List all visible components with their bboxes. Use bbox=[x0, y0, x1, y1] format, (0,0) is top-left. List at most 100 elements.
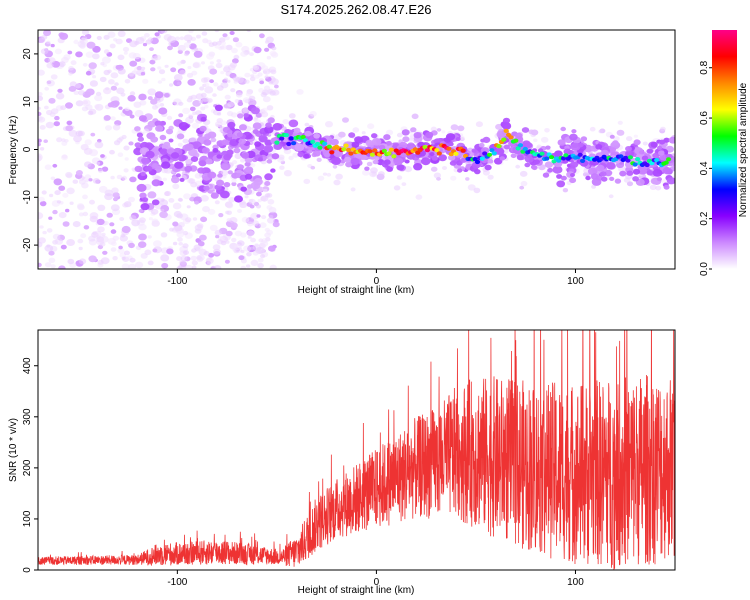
spectral-point bbox=[457, 125, 465, 132]
spectral-point bbox=[204, 86, 214, 94]
spectral-point bbox=[354, 136, 363, 144]
spectral-point bbox=[209, 61, 214, 65]
spectral-point bbox=[134, 66, 143, 74]
spectral-point bbox=[111, 241, 117, 246]
spectral-point bbox=[82, 194, 88, 200]
spectral-point bbox=[237, 101, 244, 106]
spectral-point bbox=[119, 235, 128, 242]
spectral-point bbox=[105, 87, 110, 91]
spectral-point bbox=[207, 208, 216, 215]
spectral-point bbox=[412, 147, 418, 152]
spectral-point bbox=[250, 107, 260, 115]
spectral-point bbox=[182, 107, 191, 115]
spectral-point bbox=[502, 117, 511, 124]
spectral-point bbox=[196, 34, 201, 39]
spectral-point bbox=[159, 211, 168, 219]
y-tick-label: 200 bbox=[22, 459, 33, 476]
spectral-point bbox=[204, 104, 209, 109]
spectral-point bbox=[552, 165, 563, 174]
spectral-point bbox=[172, 241, 178, 246]
spectral-point bbox=[272, 221, 280, 228]
spectral-point bbox=[206, 53, 215, 60]
spectral-point bbox=[110, 85, 117, 91]
spectral-point bbox=[184, 143, 194, 151]
spectral-point bbox=[595, 144, 603, 150]
spectral-point bbox=[220, 169, 229, 176]
spectral-point bbox=[75, 130, 83, 137]
spectral-point bbox=[186, 98, 192, 103]
colorbar-ticks: 0.0 0.2 0.4 0.6 0.8 bbox=[699, 60, 712, 276]
spectral-point bbox=[74, 83, 82, 89]
spectral-point bbox=[235, 41, 243, 48]
spectral-point bbox=[46, 109, 53, 116]
spectral-point bbox=[225, 44, 233, 51]
spectral-point bbox=[138, 233, 147, 241]
spectral-point bbox=[510, 153, 517, 159]
spectral-point bbox=[226, 136, 233, 141]
spectral-point bbox=[142, 197, 149, 203]
spectral-point bbox=[625, 162, 631, 168]
spectral-point bbox=[612, 140, 619, 146]
spectral-point bbox=[136, 132, 143, 138]
spectral-point bbox=[46, 228, 53, 233]
spectral-point bbox=[201, 61, 205, 65]
spectral-point bbox=[367, 149, 373, 154]
spectral-point bbox=[65, 125, 73, 132]
y-tick-label: 0 bbox=[22, 567, 33, 573]
spectral-point bbox=[273, 142, 283, 150]
spectral-point bbox=[201, 77, 208, 83]
spectral-point bbox=[365, 139, 374, 146]
spectral-point bbox=[460, 157, 467, 163]
spectral-point bbox=[183, 193, 191, 200]
spectral-point bbox=[240, 265, 247, 269]
spectral-point bbox=[43, 139, 48, 143]
spectral-point bbox=[78, 90, 85, 96]
spectral-point bbox=[268, 245, 276, 252]
spectral-point bbox=[465, 177, 470, 181]
spectral-point bbox=[144, 249, 152, 256]
spectral-point bbox=[139, 100, 147, 106]
spectral-point bbox=[161, 161, 171, 169]
spectral-point bbox=[625, 158, 631, 163]
spectral-point bbox=[45, 121, 55, 129]
spectral-point bbox=[207, 131, 217, 139]
spectral-point bbox=[350, 157, 360, 166]
spectral-point bbox=[110, 116, 116, 121]
spectral-point bbox=[221, 41, 226, 46]
spectral-point bbox=[199, 234, 207, 241]
spectral-point bbox=[533, 138, 538, 143]
spectral-point bbox=[94, 94, 103, 102]
spectral-point bbox=[214, 30, 220, 33]
spectral-point bbox=[153, 240, 162, 248]
spectral-point bbox=[183, 42, 191, 48]
spectral-point bbox=[142, 42, 148, 47]
x-tick-label: -100 bbox=[167, 276, 187, 287]
spectral-point bbox=[378, 144, 386, 150]
spectral-point bbox=[601, 176, 608, 182]
spectral-point bbox=[545, 145, 551, 150]
spectral-point bbox=[117, 54, 125, 61]
spectral-point bbox=[343, 143, 349, 148]
spectral-point bbox=[361, 131, 366, 135]
spectral-point bbox=[225, 230, 233, 237]
spectral-point bbox=[176, 133, 185, 140]
spectral-point bbox=[122, 202, 129, 208]
spectral-point bbox=[202, 206, 210, 213]
spectral-point bbox=[570, 173, 575, 177]
spectral-point bbox=[65, 171, 73, 178]
spectral-point bbox=[391, 154, 397, 159]
spectral-point bbox=[252, 122, 262, 130]
spectral-point bbox=[38, 111, 42, 117]
spectral-point bbox=[269, 90, 276, 96]
spectral-point bbox=[641, 155, 649, 161]
y-tick-label: -10 bbox=[22, 190, 33, 205]
spectral-point bbox=[128, 263, 137, 269]
spectral-point bbox=[147, 88, 156, 96]
spectral-point bbox=[72, 179, 79, 184]
spectral-point bbox=[77, 238, 84, 244]
spectral-point bbox=[231, 47, 238, 54]
spectral-point bbox=[589, 126, 596, 132]
spectral-point bbox=[165, 128, 174, 135]
spectral-point bbox=[560, 156, 567, 161]
spectral-point bbox=[85, 88, 95, 96]
